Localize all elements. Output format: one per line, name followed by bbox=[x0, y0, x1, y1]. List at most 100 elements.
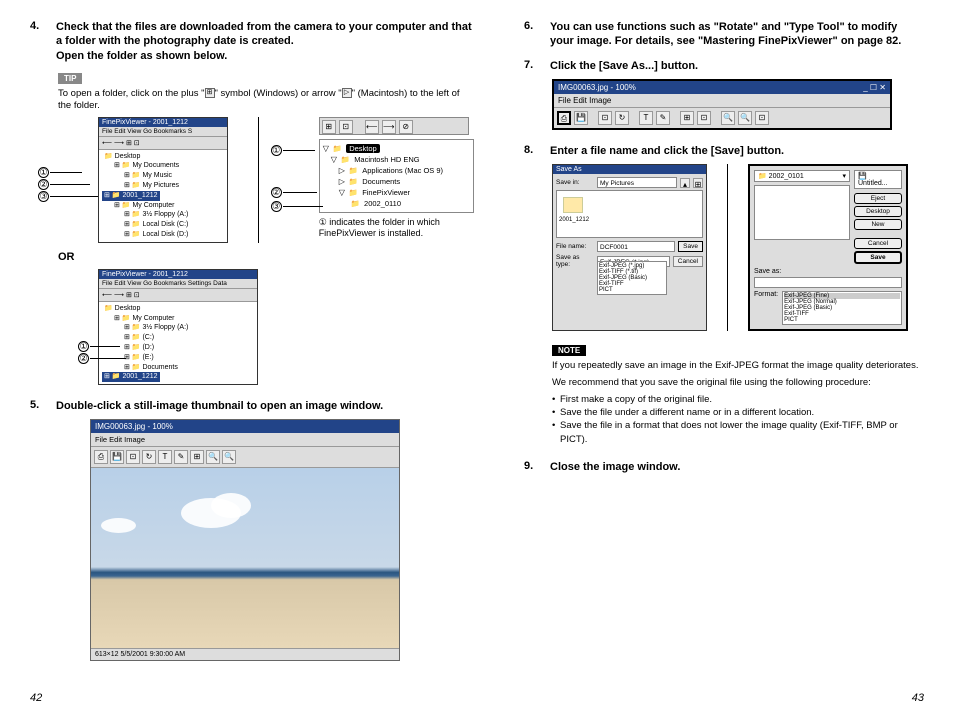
step-7: 7. Click the [Save As...] button. bbox=[524, 59, 924, 73]
format-label: Format: bbox=[754, 291, 778, 298]
tree-item: ⊞ 📁 (C:) bbox=[102, 333, 254, 343]
step-text: Check that the files are downloaded from… bbox=[56, 20, 474, 63]
toolbar-figure: IMG00063.jpg - 100% _ ☐ ✕ File Edit Imag… bbox=[552, 79, 892, 130]
or-label: OR bbox=[58, 251, 474, 263]
viewer-toolbar: ⎙ 💾 ⊡ ↻ T ✎ ⊞ 🔍 🔍 bbox=[91, 447, 399, 468]
tree-item: ⊞ 📁 (D:) bbox=[102, 343, 254, 353]
toolbar-buttons: ⎙ 💾 ⊡ ↻ T ✎ ⊞ ⊡ 🔍 🔍 ⊡ bbox=[554, 108, 890, 128]
mac-toolbar: ⊞ ⊡ ⟵ ⟶ ⊘ bbox=[319, 117, 469, 135]
mac-caption: ① indicates the folder in which FinePixV… bbox=[319, 217, 474, 240]
window-title: FinePixViewer - 2001_1212 bbox=[99, 118, 227, 127]
window-controls-icon: _ ☐ ✕ bbox=[863, 83, 886, 92]
eject-button: Eject bbox=[854, 193, 902, 204]
tree-item: ⊞ 📁 Local Disk (C:) bbox=[102, 220, 224, 230]
toolbar-menu: File Edit Image bbox=[554, 94, 890, 108]
zoom-out-icon: 🔍 bbox=[738, 111, 752, 125]
note-text: If you repeatedly save an image in the E… bbox=[552, 360, 924, 372]
mac-tree-item: ▽ 📁 Macintosh HD ENG bbox=[323, 154, 470, 165]
toolbar-title: IMG00063.jpg - 100% _ ☐ ✕ bbox=[554, 81, 890, 94]
page-left: 4. Check that the files are downloaded f… bbox=[30, 20, 474, 680]
tool-icon: ↻ bbox=[142, 450, 156, 464]
windows-tree2-column: ① ② FinePixViewer - 2001_1212 File Edit … bbox=[98, 269, 258, 385]
window-toolbar: ⟵ ⟶ ⊞ ⊡ bbox=[99, 289, 257, 302]
save-dialogs-row: Save As Save in: My Pictures ▴ ⊞ 2001_12… bbox=[552, 164, 924, 331]
mac-tree-item: ▽ 📁 FinePixViewer bbox=[323, 187, 470, 198]
windows-tree-column: ① ② ③ FinePixViewer - 2001_1212 File Edi… bbox=[58, 117, 228, 243]
format-option: PICT bbox=[784, 317, 900, 323]
step-text: Close the image window. bbox=[550, 460, 924, 474]
page-number-left: 42 bbox=[30, 692, 42, 704]
step-number: 5. bbox=[30, 399, 48, 413]
bullet-item: Save the file under a different name or … bbox=[552, 406, 924, 419]
zoom-in-icon: 🔍 bbox=[206, 450, 220, 464]
tree-item: 📁 Desktop bbox=[102, 304, 254, 314]
tree-item: 📁 Desktop bbox=[102, 152, 224, 162]
rotate-icon: ↻ bbox=[615, 111, 629, 125]
tree-item: ⊞ 📁 My Pictures bbox=[102, 181, 224, 191]
tool-icon: ✎ bbox=[656, 111, 670, 125]
save-as-label: Save as: bbox=[754, 268, 902, 275]
tree-views-row: ① ② ③ FinePixViewer - 2001_1212 File Edi… bbox=[58, 117, 474, 243]
dialog-title: Save As bbox=[553, 165, 706, 174]
callout-2: ② bbox=[271, 187, 282, 198]
mac-tree-item: ▷ 📁 Documents bbox=[323, 176, 470, 187]
step-6: 6. You can use functions such as "Rotate… bbox=[524, 20, 924, 49]
zoom-in-icon: 🔍 bbox=[721, 111, 735, 125]
viewer-status: 613×12 5/5/2001 9:30:00 AM bbox=[91, 648, 399, 660]
toolbar-icon: ⊡ bbox=[339, 120, 353, 134]
tree-item: ⊞ 📁 3½ Floppy (A:) bbox=[102, 323, 254, 333]
tree-item: ⊞ 📁 My Computer bbox=[102, 201, 224, 211]
step-4: 4. Check that the files are downloaded f… bbox=[30, 20, 474, 63]
forward-icon: ⟶ bbox=[382, 120, 396, 134]
step-number: 4. bbox=[30, 20, 48, 63]
viewer-menu: File Edit Image bbox=[91, 433, 399, 447]
filename-label: File name: bbox=[556, 243, 594, 250]
type-dropdown-list: Exif-JPEG (*.jpg)Exif-TIFF (*.tif)Exif-J… bbox=[597, 261, 667, 295]
window-title: FinePixViewer - 2001_1212 bbox=[99, 270, 257, 279]
triangle-icon: ▷ bbox=[342, 88, 352, 98]
dropdown-option: PICT bbox=[599, 287, 665, 293]
print-icon: ⎙ bbox=[94, 450, 108, 464]
step-text: Click the [Save As...] button. bbox=[550, 59, 924, 73]
callout-1: ① bbox=[271, 145, 282, 156]
page-right: 6. You can use functions such as "Rotate… bbox=[524, 20, 924, 680]
tip-badge: TIP bbox=[58, 73, 82, 84]
disk-dropdown: 💾 Untitled... bbox=[854, 170, 902, 189]
tree-item: ⊞ 📁 2001_1212 bbox=[102, 191, 160, 201]
step-5: 5. Double-click a still-image thumbnail … bbox=[30, 399, 474, 413]
windows-save-dialog: Save As Save in: My Pictures ▴ ⊞ 2001_12… bbox=[552, 164, 707, 331]
mac-tree-column: ⊞ ⊡ ⟵ ⟶ ⊘ ① ② ③ ▽ 📁 Desktop▽ 📁 Macintosh… bbox=[289, 117, 474, 240]
print-icon: ⎙ bbox=[557, 111, 571, 125]
image-viewer-figure: IMG00063.jpg - 100% File Edit Image ⎙ 💾 … bbox=[90, 419, 400, 661]
callout-1: ① bbox=[78, 341, 89, 352]
mac-tree-item: ▷ 📁 Applications (Mac OS 9) bbox=[323, 165, 470, 176]
text-icon: T bbox=[639, 111, 653, 125]
up-icon: ▴ bbox=[680, 178, 690, 188]
image-canvas bbox=[91, 468, 399, 648]
filename-field: DCF0001 bbox=[597, 241, 675, 252]
windows-tree2-figure: FinePixViewer - 2001_1212 File Edit View… bbox=[98, 269, 258, 385]
step-text: Double-click a still-image thumbnail to … bbox=[56, 399, 474, 413]
step-number: 6. bbox=[524, 20, 542, 49]
window-menu: File Edit View Go Bookmarks Settings Dat… bbox=[99, 279, 257, 289]
tree-body: 📁 Desktop⊞ 📁 My Computer⊞ 📁 3½ Floppy (A… bbox=[99, 302, 257, 384]
save-button: Save bbox=[678, 241, 703, 252]
thumb-area: 2001_1212 bbox=[556, 190, 703, 238]
step-9: 9. Close the image window. bbox=[524, 460, 924, 474]
step-number: 8. bbox=[524, 144, 542, 158]
tool-icon: ⊡ bbox=[697, 111, 711, 125]
tool-icon: ⊡ bbox=[126, 450, 140, 464]
zoom-out-icon: 🔍 bbox=[222, 450, 236, 464]
file-list bbox=[754, 185, 850, 240]
note-text: We recommend that you save the original … bbox=[552, 377, 924, 389]
tree-item: ⊞ 📁 2001_1212 bbox=[102, 372, 160, 382]
callout-3: ③ bbox=[38, 191, 49, 202]
tool-icon: ✎ bbox=[174, 450, 188, 464]
window-menu: File Edit View Go Bookmarks S bbox=[99, 127, 227, 137]
save-as-field bbox=[754, 277, 902, 288]
note-badge: NOTE bbox=[552, 345, 586, 356]
step-number: 9. bbox=[524, 460, 542, 474]
crop-icon: ⊞ bbox=[680, 111, 694, 125]
save-icon: 💾 bbox=[110, 450, 124, 464]
bullet-item: First make a copy of the original file. bbox=[552, 393, 924, 406]
